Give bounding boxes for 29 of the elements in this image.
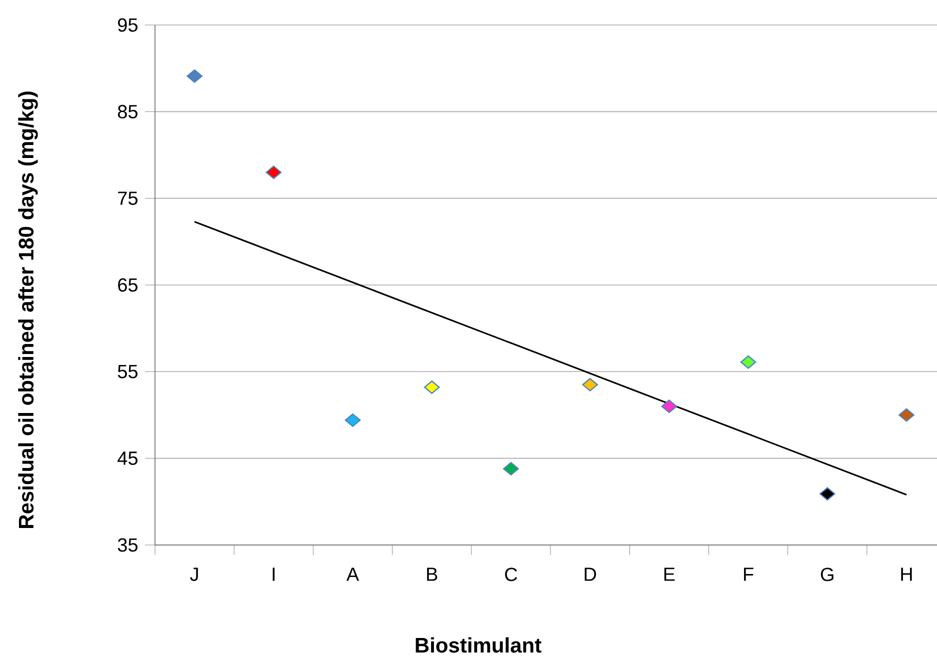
x-tick-label: B [427,568,438,581]
x-tick-label: I [272,568,275,581]
point [503,462,519,476]
point [819,487,836,501]
y-tick-label: 35 [118,538,138,552]
y-tick-label: 65 [118,278,138,292]
y-tick-label: 85 [118,104,138,118]
x-tick-label: G [820,568,834,582]
x-tick-label: D [584,568,596,581]
x-axis-title: Biostimulant [416,637,542,653]
x-tick-label: F [744,568,754,581]
point [898,408,914,422]
y-tick-label: 95 [118,18,138,32]
x-tick-label: E [664,568,675,581]
point [740,355,756,369]
x-tick-label: H [901,568,912,581]
point [186,69,202,83]
point [661,400,678,414]
point [424,380,440,394]
x-tick-label: J [190,568,198,581]
y-tick-label: 45 [118,452,138,465]
point [266,166,282,180]
point [582,378,598,392]
y-tick-label: 55 [118,365,138,378]
x-tick-label: A [346,568,360,581]
point [344,413,361,427]
y-axis-title: Residual oil obtained after 180 days (mg/kg) [18,92,38,528]
y-tick-label: 75 [118,192,138,205]
x-tick-label: C [505,568,518,582]
